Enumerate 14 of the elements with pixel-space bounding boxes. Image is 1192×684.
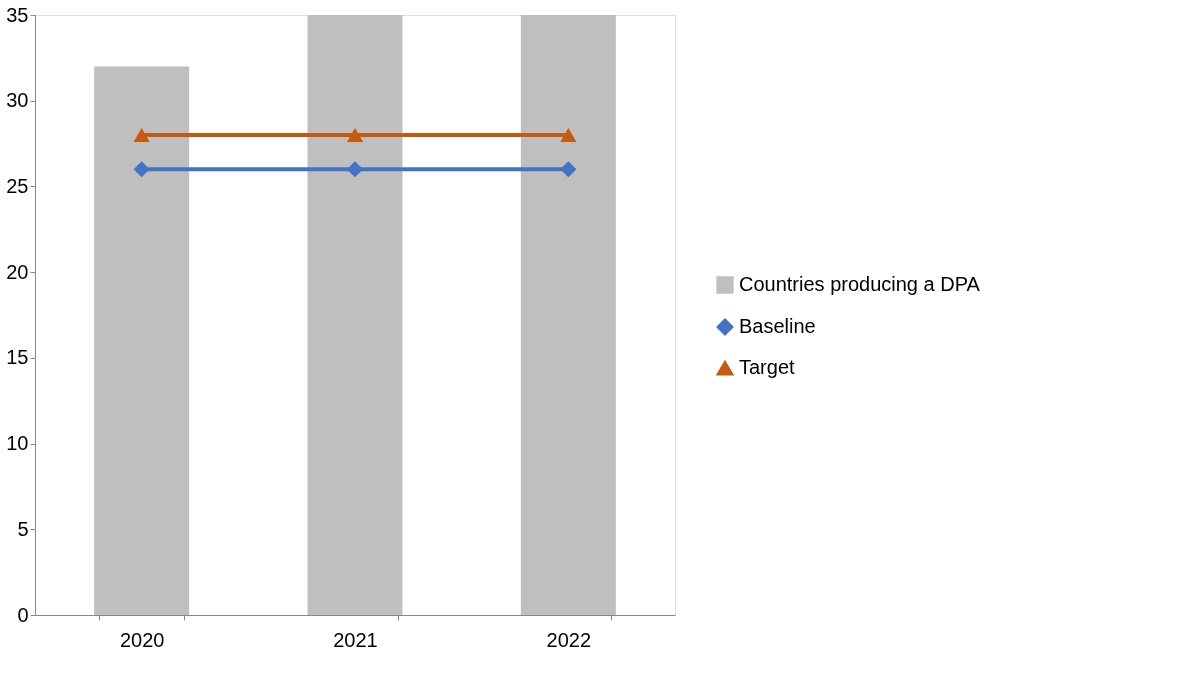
x-tick-label: 2022	[546, 628, 592, 651]
y-tick-label: 5	[17, 517, 29, 540]
x-tick-label: 2020	[119, 628, 165, 651]
y-tick-label: 0	[17, 603, 29, 626]
y-tick-label: 20	[6, 260, 29, 283]
y-tick-label: 10	[6, 432, 29, 455]
y-tick-label: 25	[6, 174, 29, 197]
legend-label: Countries producing a DPA	[739, 273, 981, 295]
y-tick-label: 35	[6, 3, 29, 26]
y-tick-label: 30	[6, 89, 29, 112]
x-tick-label: 2021	[333, 628, 378, 651]
legend-label: Baseline	[739, 315, 816, 337]
y-tick-label: 15	[6, 346, 29, 369]
legend-label: Target	[739, 356, 796, 378]
